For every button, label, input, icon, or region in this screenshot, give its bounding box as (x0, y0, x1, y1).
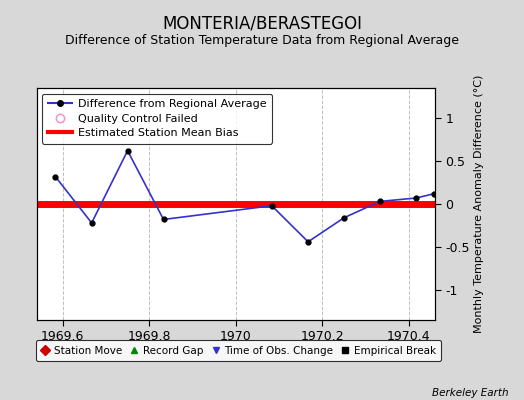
Legend: Station Move, Record Gap, Time of Obs. Change, Empirical Break: Station Move, Record Gap, Time of Obs. C… (36, 340, 441, 361)
Text: MONTERIA/BERASTEGOI: MONTERIA/BERASTEGOI (162, 14, 362, 32)
Y-axis label: Monthly Temperature Anomaly Difference (°C): Monthly Temperature Anomaly Difference (… (474, 75, 484, 333)
Text: Berkeley Earth: Berkeley Earth (432, 388, 508, 398)
Legend: Difference from Regional Average, Quality Control Failed, Estimated Station Mean: Difference from Regional Average, Qualit… (42, 94, 272, 144)
Text: Difference of Station Temperature Data from Regional Average: Difference of Station Temperature Data f… (65, 34, 459, 47)
